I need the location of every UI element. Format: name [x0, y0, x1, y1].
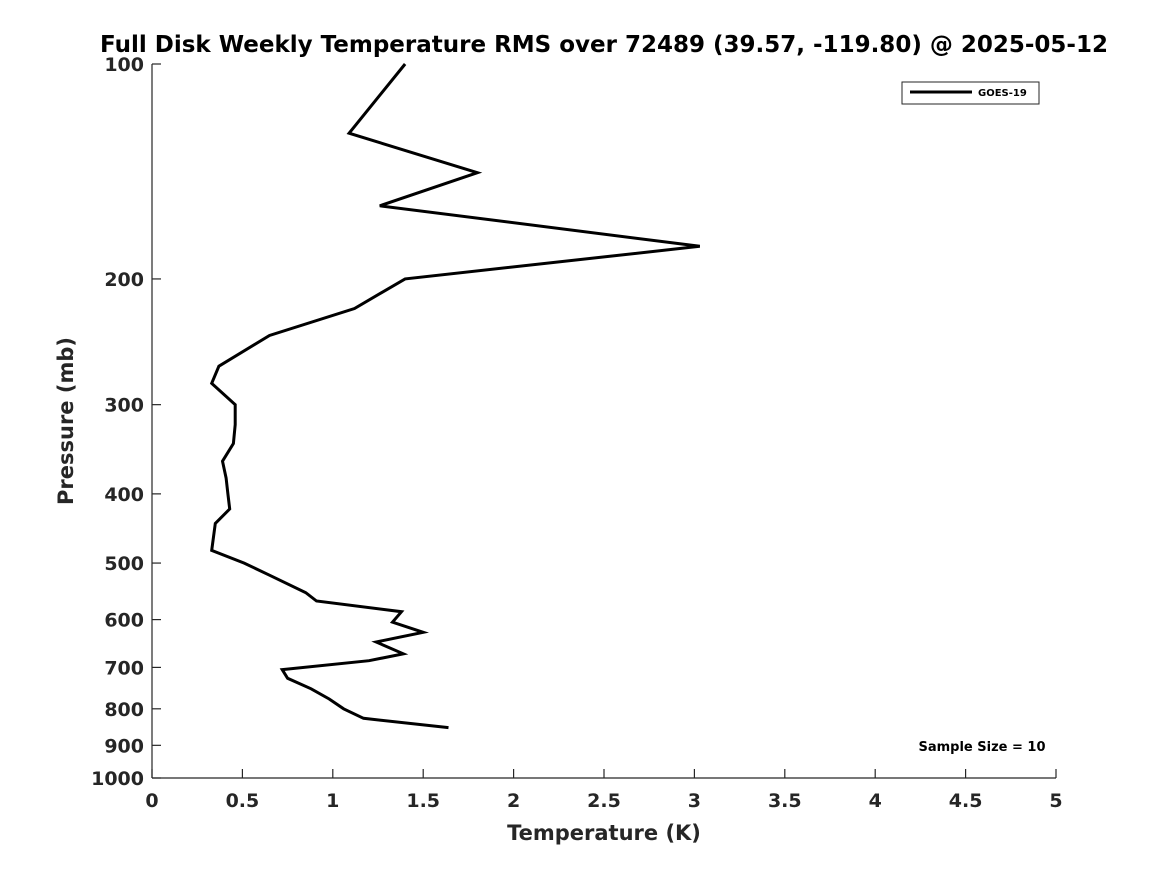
x-tick-label: 5	[1049, 790, 1062, 812]
y-tick-label: 200	[104, 269, 144, 291]
x-tick-label: 1.5	[406, 790, 440, 812]
y-ticks: 100 200 300 400 500 600 700 800 900 1000	[91, 54, 161, 790]
y-tick-label: 600	[104, 610, 144, 632]
legend: GOES-19	[901, 81, 1040, 105]
sample-size-annotation: Sample Size = 10	[918, 740, 1045, 755]
x-tick-label: 2	[507, 790, 520, 812]
y-tick-label: 400	[104, 484, 144, 506]
x-tick-label: 3	[688, 790, 701, 812]
x-ticks: 0 0.5 1 1.5 2 2.5 3 3.5 4 4.5 5	[145, 769, 1063, 812]
y-tick-label: 100	[104, 54, 144, 76]
series-line-goes-19	[209, 63, 700, 730]
x-tick-label: 4	[869, 790, 882, 812]
y-tick-label: 500	[104, 553, 144, 575]
x-axis-label: Temperature (K)	[507, 821, 701, 845]
x-tick-label: 3.5	[768, 790, 802, 812]
y-tick-label: 900	[104, 735, 144, 757]
y-tick-label: 800	[104, 699, 144, 721]
chart-title: Full Disk Weekly Temperature RMS over 72…	[100, 32, 1108, 58]
x-tick-label: 4.5	[949, 790, 983, 812]
y-tick-label: 700	[104, 657, 144, 679]
legend-entry-goes-19: GOES-19	[978, 88, 1027, 99]
y-axis-label: Pressure (mb)	[54, 337, 78, 505]
x-tick-label: 0	[145, 790, 158, 812]
y-tick-label: 1000	[91, 768, 144, 790]
x-tick-label: 1	[326, 790, 339, 812]
x-tick-label: 2.5	[587, 790, 621, 812]
series-layer	[209, 63, 700, 730]
y-tick-label: 300	[104, 395, 144, 417]
x-tick-label: 0.5	[226, 790, 260, 812]
